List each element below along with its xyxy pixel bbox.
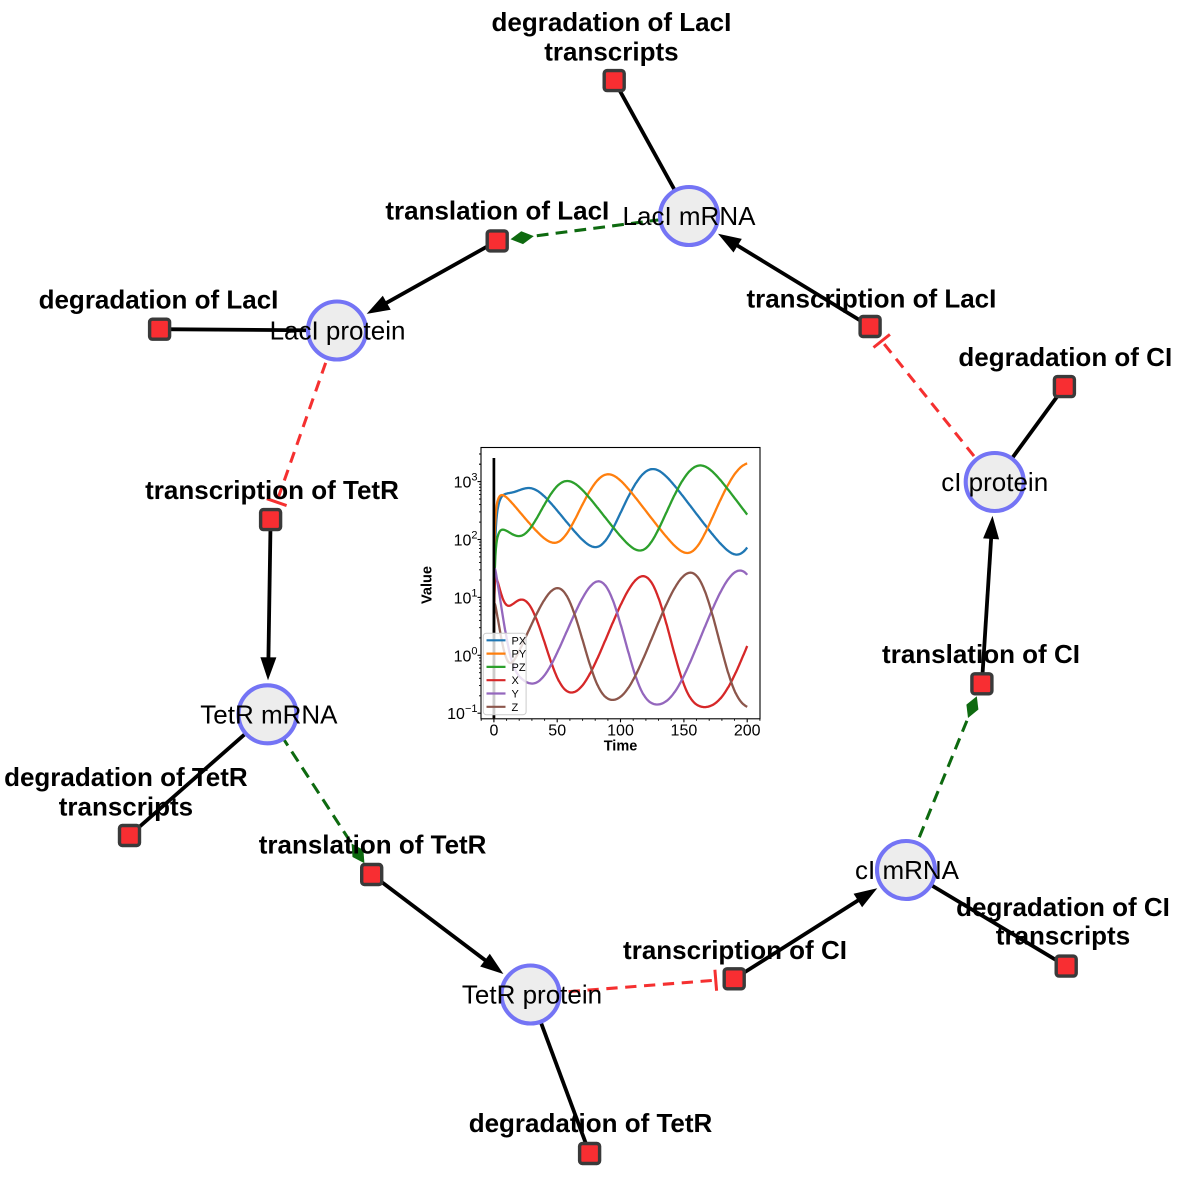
svg-text:transcripts: transcripts bbox=[996, 921, 1130, 951]
svg-text:50: 50 bbox=[548, 722, 566, 739]
svg-text:PY: PY bbox=[512, 649, 527, 661]
svg-text:cI protein: cI protein bbox=[941, 467, 1048, 497]
svg-text:102: 102 bbox=[454, 530, 478, 550]
svg-text:Z: Z bbox=[512, 702, 519, 714]
svg-text:translation of TetR: translation of TetR bbox=[259, 829, 487, 859]
svg-text:101: 101 bbox=[454, 587, 478, 607]
svg-text:200: 200 bbox=[734, 722, 761, 739]
svg-text:TetR mRNA: TetR mRNA bbox=[200, 699, 338, 729]
svg-text:X: X bbox=[512, 675, 520, 687]
svg-text:transcription of TetR: transcription of TetR bbox=[145, 475, 399, 505]
svg-text:degradation of CI: degradation of CI bbox=[958, 342, 1172, 372]
svg-text:degradation of TetR: degradation of TetR bbox=[469, 1108, 713, 1138]
svg-text:PZ: PZ bbox=[512, 662, 526, 674]
svg-text:Value: Value bbox=[420, 566, 436, 604]
svg-text:LacI protein: LacI protein bbox=[270, 316, 406, 346]
svg-text:10−1: 10−1 bbox=[447, 703, 477, 723]
svg-text:0: 0 bbox=[489, 722, 498, 739]
svg-text:Y: Y bbox=[512, 689, 520, 701]
svg-text:degradation of LacI: degradation of LacI bbox=[491, 7, 731, 37]
svg-text:degradation of CI: degradation of CI bbox=[956, 892, 1170, 922]
svg-text:translation of LacI: translation of LacI bbox=[385, 196, 609, 226]
svg-text:translation of CI: translation of CI bbox=[882, 639, 1080, 669]
svg-text:transcription of CI: transcription of CI bbox=[623, 935, 847, 965]
svg-text:PX: PX bbox=[512, 635, 527, 647]
svg-text:103: 103 bbox=[454, 472, 478, 492]
svg-text:150: 150 bbox=[671, 722, 698, 739]
svg-text:degradation of LacI: degradation of LacI bbox=[39, 285, 279, 315]
svg-text:100: 100 bbox=[607, 722, 634, 739]
svg-text:degradation of TetR: degradation of TetR bbox=[4, 762, 248, 792]
svg-text:transcripts: transcripts bbox=[59, 791, 193, 821]
svg-text:TetR protein: TetR protein bbox=[462, 980, 602, 1010]
svg-text:LacI mRNA: LacI mRNA bbox=[623, 201, 757, 231]
svg-text:transcription of LacI: transcription of LacI bbox=[746, 283, 996, 313]
svg-text:transcripts: transcripts bbox=[544, 37, 678, 67]
svg-text:cI mRNA: cI mRNA bbox=[855, 855, 960, 885]
svg-text:100: 100 bbox=[454, 645, 478, 665]
svg-text:Time: Time bbox=[604, 739, 638, 755]
